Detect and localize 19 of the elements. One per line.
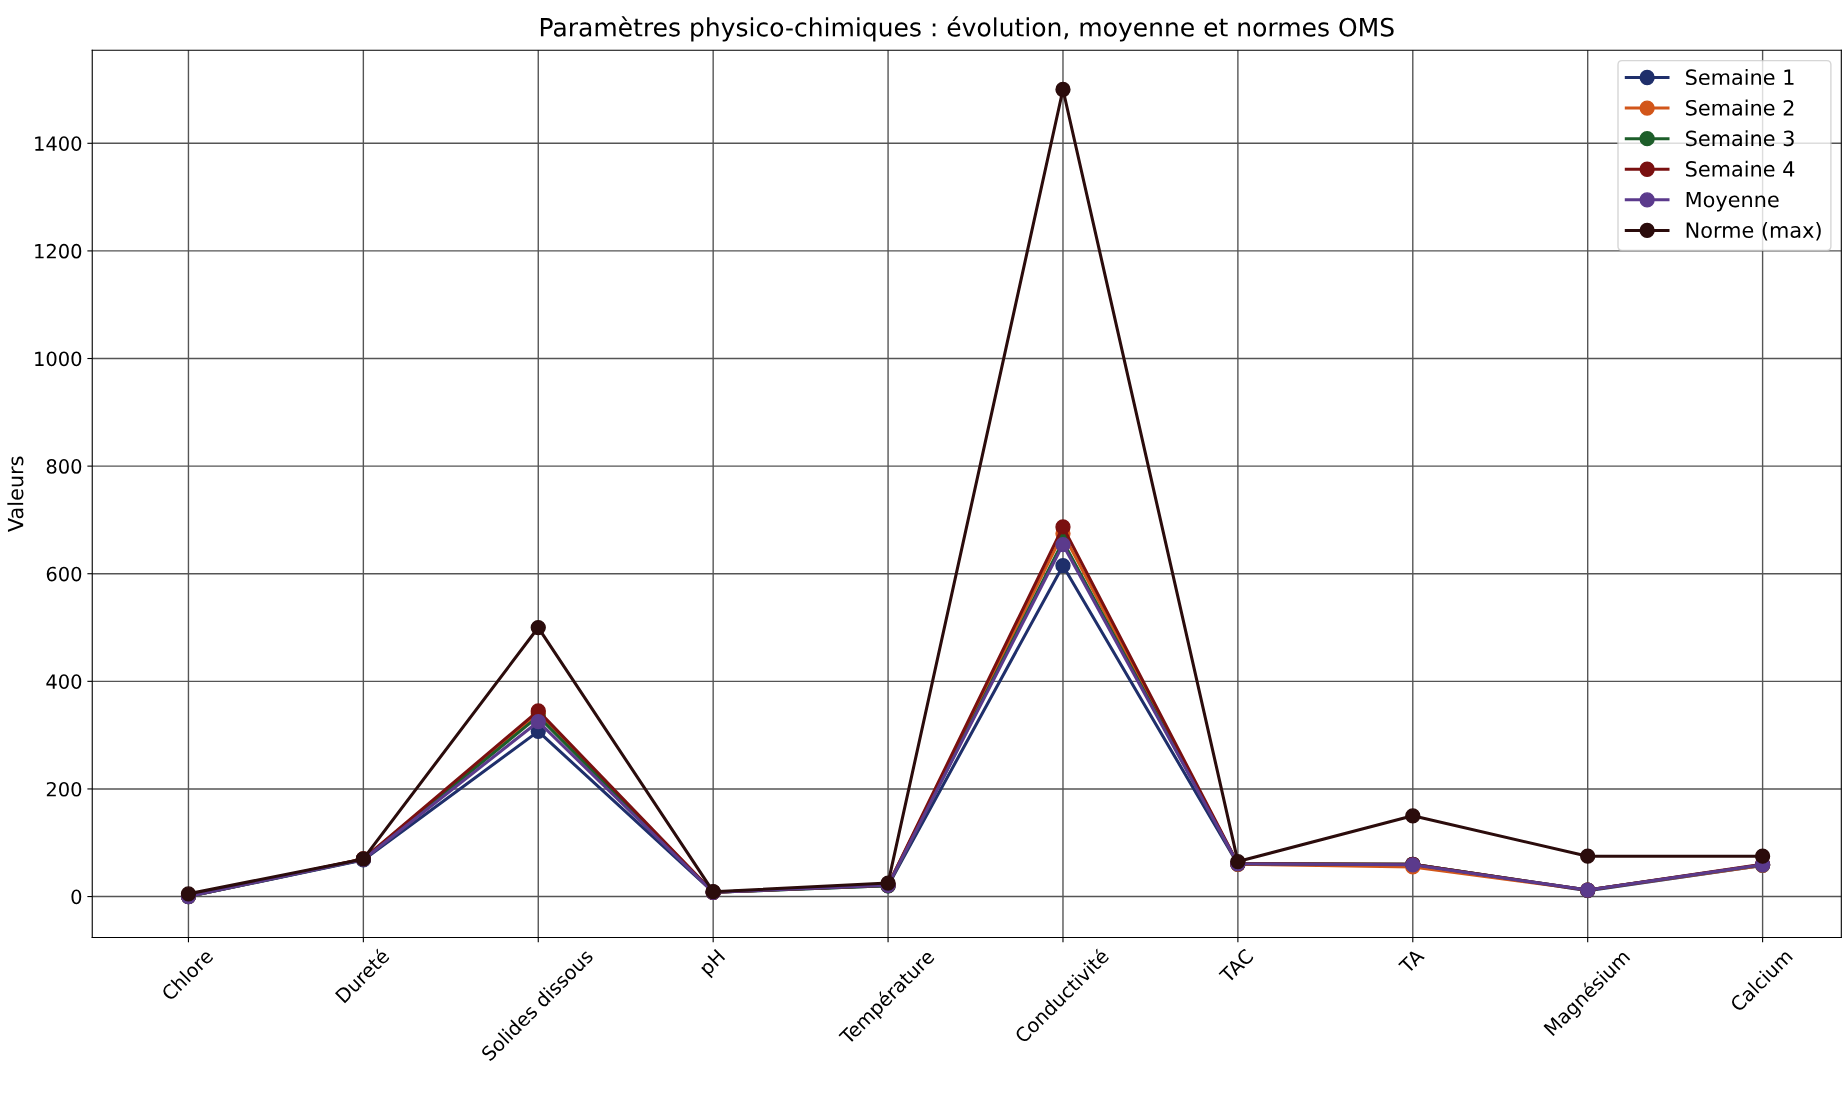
legend-label: Norme (max) [1686,221,1821,241]
y-tick-label: 1400 [35,136,82,151]
legend-label: Semaine 2 [1686,99,1794,116]
legend-label: Semaine 3 [1686,130,1794,147]
y-tick-label: 400 [46,674,82,689]
y-tick-label: 0 [71,889,82,905]
legend-label: Moyenne [1686,191,1779,212]
y-tick-label: 1000 [35,351,82,367]
x-tick-label: TAC [1218,948,1255,984]
x-tick-label: pH [698,948,728,979]
y-tick-label: 800 [46,459,82,474]
y-tick-label: 600 [46,566,82,582]
y-tick-label: 1200 [35,243,82,259]
y-tick-label: 200 [46,781,82,797]
chart-title: Paramètres physico-chimiques : évolution, moyenne et normes OMS [540,16,1394,42]
x-tick-label: TA [1398,947,1425,975]
legend-label: Semaine 1 [1686,68,1794,86]
legend-label: Semaine 4 [1686,160,1795,177]
y-axis-title: Valeurs [7,456,24,532]
